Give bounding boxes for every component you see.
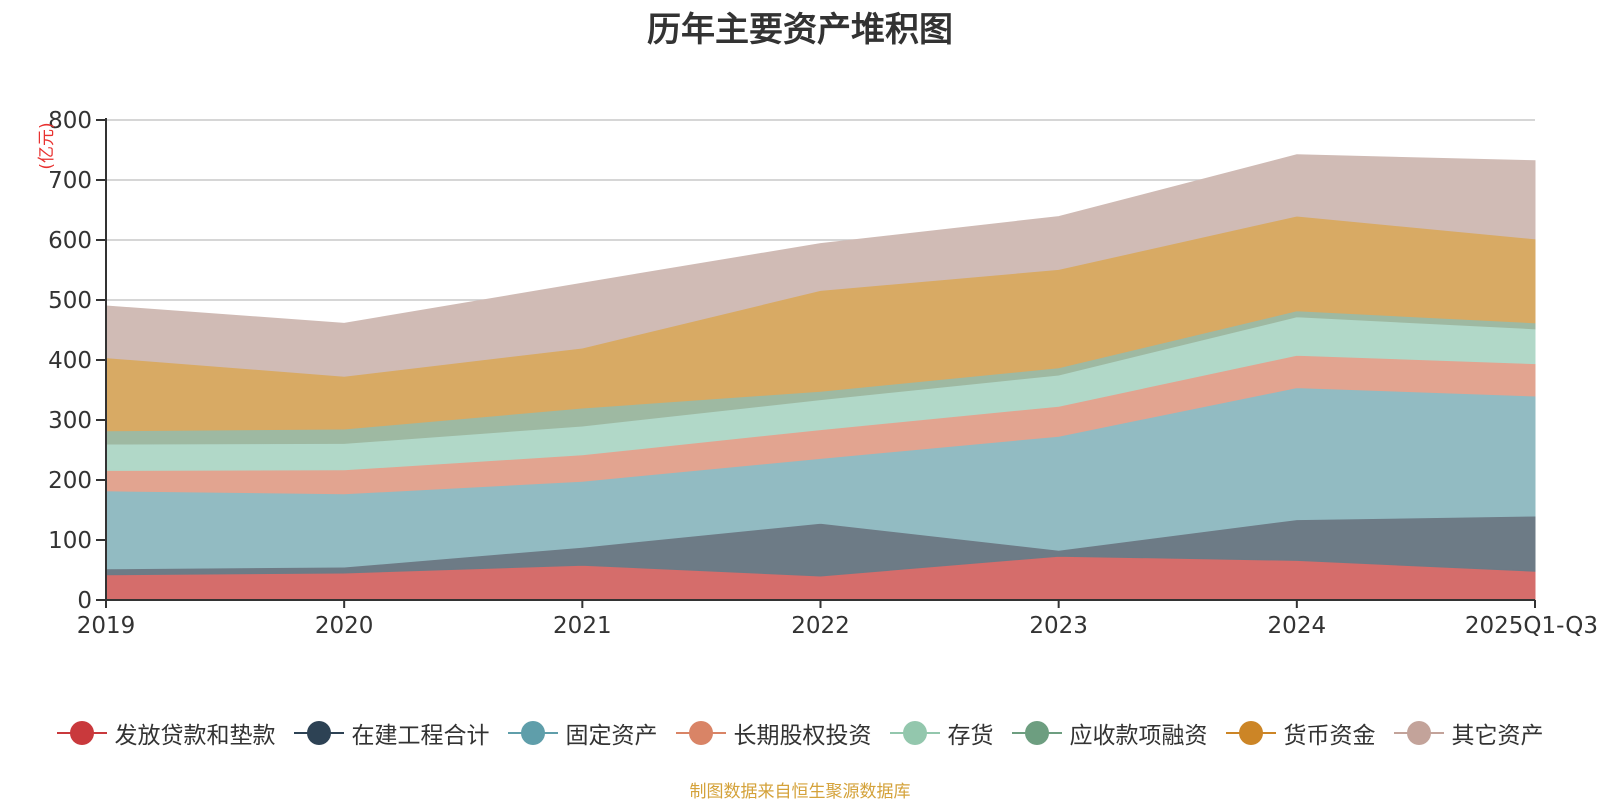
- x-tick-label-5: 2024: [1268, 613, 1327, 639]
- legend-marker: [1011, 721, 1062, 745]
- legend-label: 发放贷款和垫款: [114, 723, 276, 749]
- legend-marker: [293, 721, 344, 745]
- x-tick-label-4: 2023: [1029, 613, 1088, 639]
- y-tick-label-700: 700: [48, 168, 92, 194]
- y-tick-label-300: 300: [48, 408, 92, 434]
- legend-marker-dot: [1238, 721, 1263, 745]
- legend-marker: [675, 721, 726, 745]
- y-axis-unit-label: (亿元): [37, 122, 57, 169]
- area-series-7[interactable]: [105, 154, 1536, 377]
- legend-marker: [889, 721, 940, 745]
- legend-label: 货币资金: [1283, 723, 1376, 749]
- legend-marker: [56, 721, 107, 745]
- legend-marker-dot: [688, 721, 713, 745]
- chart-title: 历年主要资产堆积图: [647, 10, 953, 50]
- y-tick-label-200: 200: [48, 468, 92, 494]
- legend-item-6[interactable]: 货币资金: [1225, 716, 1376, 750]
- legend-label: 在建工程合计: [351, 723, 490, 749]
- legend-label: 其它资产: [1451, 723, 1544, 749]
- legend-label: 存货: [947, 723, 994, 749]
- legend-marker-dot: [902, 721, 927, 745]
- legend-marker: [507, 721, 558, 745]
- y-tick-label-100: 100: [48, 528, 92, 554]
- data-source-note: 制图数据来自恒生聚源数据库: [689, 782, 911, 802]
- x-tick-label-2: 2021: [553, 613, 612, 639]
- legend-marker-dot: [1024, 721, 1049, 745]
- legend-item-0[interactable]: 发放贷款和垫款: [56, 716, 276, 750]
- legend-item-2[interactable]: 固定资产: [507, 716, 658, 750]
- x-tick-label-3: 2022: [791, 613, 850, 639]
- y-tick-label-0: 0: [77, 588, 92, 614]
- y-tick-label-500: 500: [48, 288, 92, 314]
- legend-label: 固定资产: [565, 723, 658, 749]
- y-tick-label-800: 800: [48, 108, 92, 134]
- legend-marker-dot: [520, 721, 545, 745]
- x-tick-label-6: 2025Q1-Q3: [1465, 613, 1598, 639]
- legend-marker-dot: [69, 721, 94, 745]
- x-tick-label-0: 2019: [77, 613, 136, 639]
- legend-item-7[interactable]: 其它资产: [1393, 716, 1544, 750]
- legend-item-3[interactable]: 长期股权投资: [675, 716, 872, 750]
- legend-marker-dot: [306, 721, 331, 745]
- stacked-area-chart: 0 100 200 300 400 500 600 700 800 2019 2020 2021 202…: [37, 108, 1598, 639]
- chart-legend: 发放贷款和垫款 在建工程合计 固定资产 长期股权投资 存货 应收款项融资 货币资金 其它资产: [0, 716, 1600, 750]
- y-tick-label-600: 600: [48, 228, 92, 254]
- legend-item-5[interactable]: 应收款项融资: [1011, 716, 1208, 750]
- legend-label: 长期股权投资: [733, 723, 872, 749]
- legend-marker: [1393, 721, 1444, 745]
- legend-marker-dot: [1406, 721, 1431, 745]
- legend-label: 应收款项融资: [1069, 723, 1208, 749]
- legend-item-1[interactable]: 在建工程合计: [293, 716, 490, 750]
- legend-item-4[interactable]: 存货: [889, 716, 994, 750]
- y-tick-label-400: 400: [48, 348, 92, 374]
- x-tick-label-1: 2020: [315, 613, 374, 639]
- legend-marker: [1225, 721, 1276, 745]
